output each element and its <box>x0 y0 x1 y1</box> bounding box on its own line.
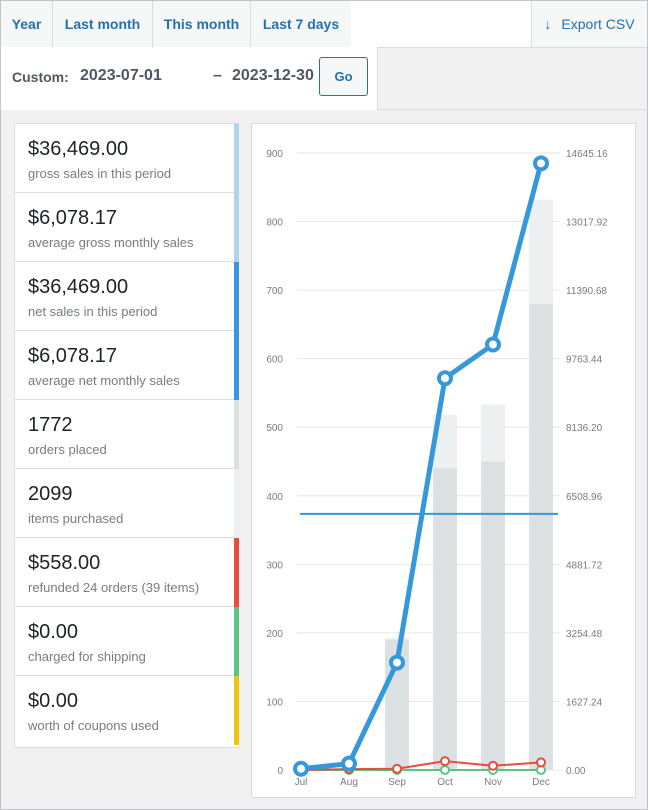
x-tick-label: Jul <box>295 777 308 788</box>
y-right-tick-label: 4881.72 <box>566 560 603 571</box>
legend-item-average-gross-sales[interactable]: $6,078.17 average gross monthly sales <box>15 193 239 262</box>
legend-description: items purchased <box>28 511 124 526</box>
legend-amount: $0.00 <box>28 690 79 712</box>
legend-amount: $36,469.00 <box>28 276 129 298</box>
legend-color-bar <box>234 676 239 745</box>
refunds-point <box>488 760 498 771</box>
net-sales-point <box>485 336 501 353</box>
y-left-tick-label: 100 <box>266 697 283 708</box>
legend-color-bar <box>234 262 239 331</box>
export-csv-button[interactable]: ↓ Export CSV <box>531 1 647 47</box>
legend-amount: $0.00 <box>28 621 79 643</box>
legend-description: average net monthly sales <box>28 373 180 388</box>
legend-amount: 1772 <box>28 414 73 436</box>
legend-item-net-sales[interactable]: $36,469.00 net sales in this period <box>15 262 239 331</box>
range-tabs: Year Last month This month Last 7 days ↓… <box>1 1 647 48</box>
x-tick-label: Nov <box>484 777 502 788</box>
y-left-tick-label: 500 <box>266 423 283 434</box>
x-tick-label: Aug <box>340 777 358 788</box>
header-divider <box>378 109 648 110</box>
y-right-tick-label: 14645.16 <box>566 149 608 160</box>
orders-bar <box>529 303 553 770</box>
export-csv-label: Export CSV <box>561 16 635 32</box>
y-left-tick-label: 0 <box>277 766 283 777</box>
y-left-tick-label: 800 <box>266 218 283 229</box>
legend-item-coupons[interactable]: $0.00 worth of coupons used <box>15 676 239 745</box>
net-sales-point <box>437 370 453 387</box>
legend-color-bar <box>234 400 239 469</box>
y-right-tick-label: 13017.92 <box>566 218 608 229</box>
y-right-tick-label: 9763.44 <box>566 355 603 366</box>
y-right-tick-label: 6508.96 <box>566 492 603 503</box>
legend-amount: $558.00 <box>28 552 101 574</box>
legend-color-bar <box>234 538 239 607</box>
y-left-tick-label: 200 <box>266 629 283 640</box>
net-sales-point <box>389 654 405 671</box>
x-tick-label: Sep <box>388 777 406 788</box>
net-sales-point <box>341 755 357 772</box>
legend-amount: $6,078.17 <box>28 345 117 367</box>
y-left-tick-label: 700 <box>266 286 283 297</box>
tab-last-month[interactable]: Last month <box>53 1 153 47</box>
date-separator: – <box>213 67 222 84</box>
y-left-tick-label: 300 <box>266 560 283 571</box>
legend-description: gross sales in this period <box>28 166 172 181</box>
download-arrow-icon: ↓ <box>544 16 552 32</box>
legend-color-bar <box>234 193 239 262</box>
legend-color-bar <box>234 607 239 676</box>
y-left-tick-label: 600 <box>266 355 283 366</box>
refunds-point <box>392 763 402 774</box>
refunds-point <box>440 756 450 767</box>
y-right-tick-label: 3254.48 <box>566 629 603 640</box>
legend-item-average-net-sales[interactable]: $6,078.17 average net monthly sales <box>15 331 239 400</box>
y-right-tick-label: 8136.20 <box>566 423 603 434</box>
legend-description: worth of coupons used <box>28 718 159 733</box>
chart-legend: $36,469.00 gross sales in this period $6… <box>14 123 239 748</box>
refunds-line <box>300 760 542 771</box>
y-left-tick-label: 400 <box>266 492 283 503</box>
legend-description: average gross monthly sales <box>28 235 194 250</box>
legend-item-items-purchased[interactable]: 2099 items purchased <box>15 469 239 538</box>
net-sales-point <box>533 155 549 172</box>
end-date-input[interactable]: 2023-12-30 <box>232 67 314 84</box>
orders-bar <box>481 461 505 770</box>
start-date-input[interactable]: 2023-07-01 <box>80 67 162 84</box>
y-left-tick-label: 900 <box>266 149 283 160</box>
legend-item-shipping[interactable]: $0.00 charged for shipping <box>15 607 239 676</box>
legend-description: charged for shipping <box>28 649 146 664</box>
legend-color-bar <box>234 469 239 538</box>
legend-amount: $6,078.17 <box>28 207 117 229</box>
legend-item-refunds[interactable]: $558.00 refunded 24 orders (39 items) <box>15 538 239 607</box>
tab-this-month[interactable]: This month <box>153 1 251 47</box>
legend-item-orders-placed[interactable]: 1772 orders placed <box>15 400 239 469</box>
legend-amount: $36,469.00 <box>28 138 129 160</box>
legend-amount: 2099 <box>28 483 73 505</box>
net-sales-line <box>300 162 544 772</box>
tab-last-7-days[interactable]: Last 7 days <box>251 1 351 47</box>
y-right-tick-label: 0.00 <box>566 766 586 777</box>
legend-description: orders placed <box>28 442 107 457</box>
refunds-point <box>536 757 546 768</box>
y-right-tick-label: 11390.68 <box>566 286 607 297</box>
tab-year[interactable]: Year <box>1 1 53 47</box>
y-right-tick-label: 1627.24 <box>566 697 603 708</box>
legend-color-bar <box>234 124 239 193</box>
shipping-point <box>440 765 450 775</box>
net-sales-point <box>293 760 309 777</box>
x-tick-label: Dec <box>532 777 550 788</box>
custom-label: Custom: <box>12 69 69 85</box>
sales-chart-svg: 0 100 200 300 400 500 600 700 800 900 0.00 1627.24 3… <box>266 149 608 788</box>
x-tick-label: Oct <box>437 777 453 788</box>
orders-bar <box>433 468 457 770</box>
legend-description: net sales in this period <box>28 304 158 319</box>
go-button[interactable]: Go <box>319 57 368 96</box>
legend-color-bar <box>234 331 239 400</box>
custom-range: Custom: 2023-07-01 – 2023-12-30 Go <box>1 47 378 110</box>
sales-chart: 0 100 200 300 400 500 600 700 800 900 0.00 1627.24 3… <box>251 123 636 798</box>
legend-item-gross-sales[interactable]: $36,469.00 gross sales in this period <box>15 124 239 193</box>
legend-description: refunded 24 orders (39 items) <box>28 580 200 595</box>
